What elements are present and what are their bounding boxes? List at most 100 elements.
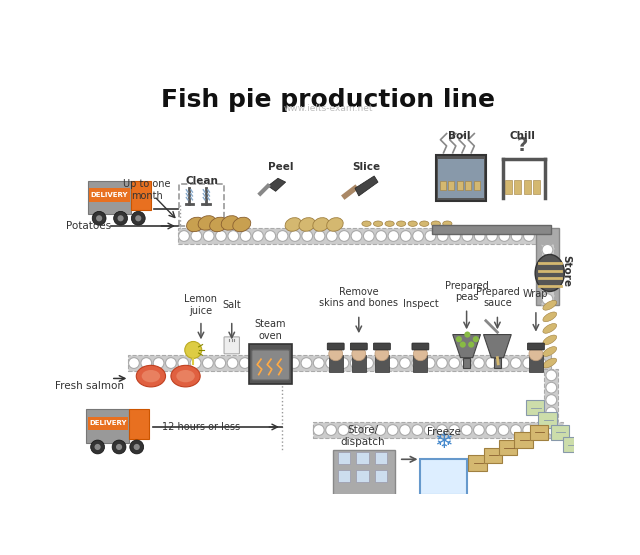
FancyBboxPatch shape [86, 409, 129, 443]
Circle shape [216, 231, 227, 241]
Circle shape [363, 425, 373, 436]
Ellipse shape [221, 216, 239, 230]
Ellipse shape [543, 300, 557, 310]
Ellipse shape [543, 324, 557, 334]
Circle shape [399, 425, 410, 436]
Text: DELIVERY: DELIVERY [89, 421, 127, 426]
Text: Freeze: Freeze [427, 427, 460, 437]
Circle shape [338, 357, 349, 369]
Circle shape [387, 425, 398, 436]
Circle shape [498, 357, 509, 369]
FancyBboxPatch shape [338, 452, 350, 464]
Circle shape [450, 231, 460, 241]
Circle shape [135, 215, 141, 221]
Circle shape [134, 444, 140, 450]
Circle shape [474, 231, 485, 241]
FancyBboxPatch shape [131, 180, 151, 210]
Circle shape [535, 425, 546, 436]
Circle shape [376, 231, 387, 241]
Circle shape [511, 357, 521, 369]
Circle shape [461, 425, 472, 436]
Circle shape [141, 357, 152, 369]
Text: Up to one
month: Up to one month [124, 179, 171, 200]
FancyBboxPatch shape [250, 344, 292, 384]
Circle shape [202, 357, 213, 369]
Circle shape [461, 357, 472, 369]
Circle shape [529, 347, 543, 361]
Circle shape [92, 211, 106, 225]
FancyBboxPatch shape [88, 180, 131, 214]
Circle shape [436, 357, 447, 369]
FancyBboxPatch shape [128, 355, 551, 371]
Polygon shape [355, 176, 378, 196]
Text: Store/
dispatch: Store/ dispatch [340, 425, 385, 447]
FancyBboxPatch shape [484, 448, 502, 463]
FancyBboxPatch shape [515, 432, 533, 448]
FancyBboxPatch shape [456, 180, 463, 190]
Text: 12 hours or less: 12 hours or less [162, 422, 240, 432]
FancyBboxPatch shape [463, 357, 470, 369]
Circle shape [215, 357, 225, 369]
FancyBboxPatch shape [375, 470, 387, 482]
Circle shape [364, 231, 374, 241]
Circle shape [547, 425, 558, 436]
Ellipse shape [543, 358, 557, 368]
Text: Lemon
juice: Lemon juice [184, 295, 218, 316]
Ellipse shape [431, 221, 440, 226]
Circle shape [252, 357, 262, 369]
Circle shape [462, 231, 473, 241]
Circle shape [178, 357, 189, 369]
FancyBboxPatch shape [440, 180, 446, 190]
Ellipse shape [198, 216, 216, 230]
Ellipse shape [326, 218, 343, 231]
Circle shape [464, 331, 470, 337]
FancyBboxPatch shape [412, 343, 429, 350]
Circle shape [546, 370, 557, 381]
FancyBboxPatch shape [493, 357, 501, 369]
Circle shape [166, 357, 176, 369]
Circle shape [437, 231, 448, 241]
Circle shape [118, 215, 124, 221]
Text: Fish pie production line: Fish pie production line [161, 88, 495, 112]
Ellipse shape [313, 218, 330, 231]
Circle shape [130, 440, 143, 454]
Circle shape [339, 231, 349, 241]
Circle shape [387, 357, 398, 369]
FancyBboxPatch shape [252, 350, 289, 380]
Circle shape [399, 357, 410, 369]
FancyBboxPatch shape [563, 437, 581, 452]
Circle shape [314, 425, 324, 436]
Circle shape [546, 395, 557, 405]
Circle shape [474, 425, 484, 436]
Circle shape [329, 347, 342, 361]
Circle shape [276, 357, 287, 369]
FancyBboxPatch shape [338, 470, 350, 482]
Circle shape [326, 231, 337, 241]
Ellipse shape [186, 217, 205, 231]
Ellipse shape [141, 370, 160, 382]
Circle shape [460, 341, 466, 347]
FancyBboxPatch shape [515, 180, 521, 194]
Circle shape [227, 357, 238, 369]
Circle shape [524, 231, 534, 241]
Circle shape [228, 231, 239, 241]
FancyBboxPatch shape [432, 225, 551, 234]
Ellipse shape [171, 365, 200, 387]
Circle shape [542, 269, 553, 280]
Polygon shape [268, 178, 285, 191]
FancyBboxPatch shape [90, 188, 130, 201]
Circle shape [112, 440, 126, 454]
FancyBboxPatch shape [448, 180, 454, 190]
Circle shape [436, 425, 447, 436]
Circle shape [523, 425, 534, 436]
Circle shape [486, 425, 497, 436]
FancyBboxPatch shape [436, 155, 486, 201]
Circle shape [486, 231, 497, 241]
Ellipse shape [373, 221, 383, 226]
FancyBboxPatch shape [178, 228, 536, 244]
Circle shape [363, 357, 373, 369]
Circle shape [473, 336, 479, 342]
Circle shape [449, 425, 460, 436]
Circle shape [96, 215, 102, 221]
Ellipse shape [176, 370, 195, 382]
